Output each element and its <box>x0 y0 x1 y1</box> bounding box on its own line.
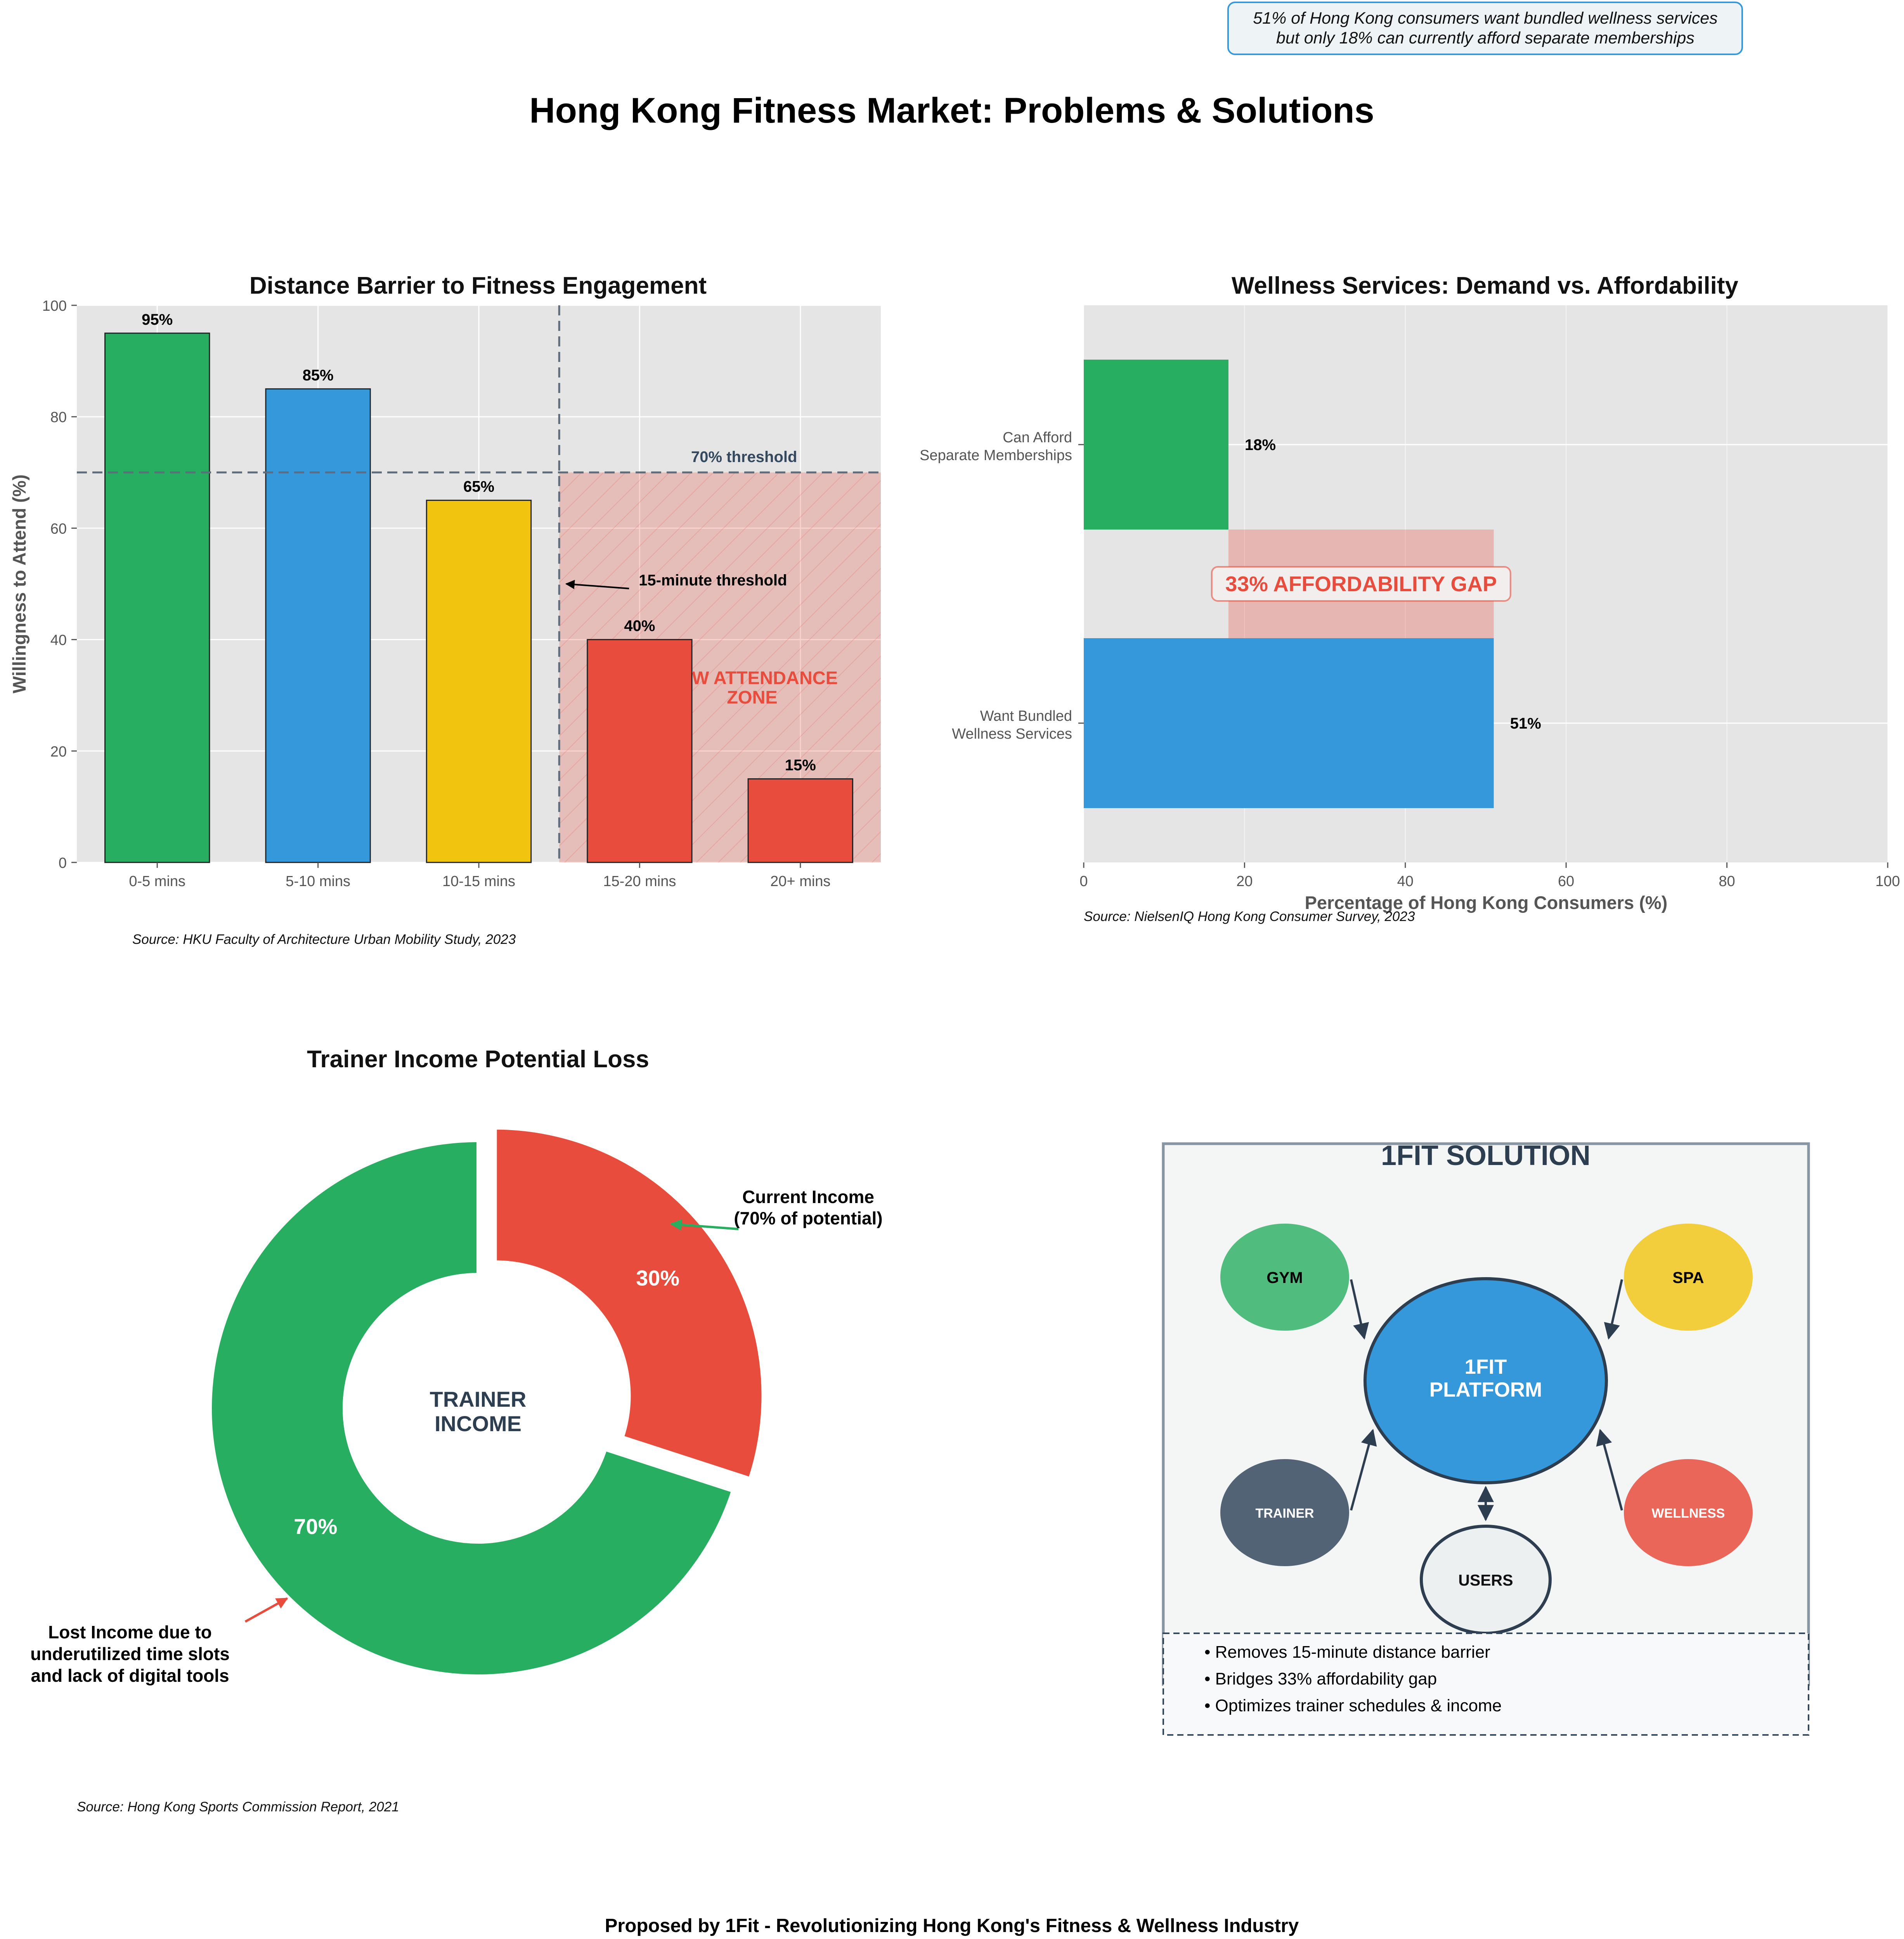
x-tick-label: 5-10 mins <box>286 873 350 890</box>
platform-label-line-1: 1FIT <box>1465 1356 1507 1378</box>
x-tick-label: 0-5 mins <box>129 873 185 890</box>
y-tick-label: 80 <box>50 409 67 426</box>
bar-value-label: 85% <box>303 367 334 384</box>
top-callout-line-2: but only 18% can currently afford separa… <box>1276 29 1694 47</box>
bar <box>1084 360 1228 530</box>
y-tick-label: 40 <box>50 632 67 649</box>
bar <box>747 778 853 863</box>
distance-source: Source: HKU Faculty of Architecture Urba… <box>132 932 516 947</box>
bar-value-label: 18% <box>1245 436 1276 454</box>
donut-slice <box>494 1126 765 1480</box>
trainer-chart-title: Trainer Income Potential Loss <box>307 1046 649 1073</box>
wellness-node <box>1624 1459 1753 1566</box>
wellness-bars: 18% 51% <box>1084 360 1541 808</box>
donut-slices: 30% 70% <box>209 1126 765 1678</box>
gym-node <box>1220 1224 1349 1331</box>
donut-center-line-1: TRAINER <box>430 1387 527 1411</box>
bar-value-label: 15% <box>785 757 816 774</box>
current-income-line-1: Current Income <box>742 1187 874 1207</box>
bar-value-label: 51% <box>1510 715 1541 732</box>
distance-y-axis-label: Willingness to Attend (%) <box>9 474 29 693</box>
bar <box>587 639 693 863</box>
gap-label-box <box>1211 566 1511 602</box>
threshold-label: 70% threshold <box>691 448 797 466</box>
solution-diagram: 1FIT SOLUTION 1FIT PLATFORM GYM SPA TRAI… <box>1162 1140 1810 1736</box>
benefits-box <box>1162 1633 1809 1736</box>
zone-label-line-2: ZONE <box>727 687 778 708</box>
slice-percent-label: 70% <box>294 1514 337 1539</box>
benefit-3: • Optimizes trainer schedules & income <box>1204 1696 1502 1715</box>
distance-chart-title: Distance Barrier to Fitness Engagement <box>249 272 707 299</box>
x-tick-label: 60 <box>1558 873 1574 890</box>
page-title: Hong Kong Fitness Market: Problems & Sol… <box>529 91 1374 130</box>
fifteen-minute-label: 15-minute threshold <box>639 572 787 589</box>
wellness-label: WELLNESS <box>1652 1506 1725 1521</box>
x-tick-label: 10-15 mins <box>442 873 515 890</box>
trainer-node <box>1220 1459 1349 1566</box>
bar <box>265 388 371 863</box>
spa-node <box>1624 1224 1753 1331</box>
fifteen-minute-arrow <box>565 580 629 589</box>
arrow-wellness-to-platform <box>1596 1428 1623 1511</box>
benefit-2: • Bridges 33% affordability gap <box>1204 1669 1437 1688</box>
y-tick-label: 0 <box>59 855 67 871</box>
trainer-label: TRAINER <box>1255 1506 1314 1521</box>
x-tick-label: 15-20 mins <box>603 873 676 890</box>
x-tick-label: 20+ mins <box>770 873 830 890</box>
page-footer: Proposed by 1Fit - Revolutionizing Hong … <box>605 1915 1299 1936</box>
y-tick-label: Want Bundled <box>980 708 1072 724</box>
y-tick-label: Can Afford <box>1003 429 1072 446</box>
zone-label-line-1: LOW ATTENDANCE <box>667 667 838 688</box>
current-income-line-2: (70% of potential) <box>734 1208 882 1228</box>
bar <box>1084 638 1494 808</box>
distance-axis-ticks: 0 20 40 60 80 100 0-5 mins 5-10 mins 10-15 mins 1… <box>42 298 831 890</box>
distance-chart: Distance Barrier to Fitness Engagement 9… <box>9 272 881 947</box>
x-tick-label: 0 <box>1079 873 1088 890</box>
users-label: USERS <box>1458 1571 1513 1589</box>
solution-title: 1FIT SOLUTION <box>1381 1140 1590 1171</box>
current-income-arrow <box>670 1219 739 1231</box>
x-tick-label: 80 <box>1719 873 1735 890</box>
bar-value-label: 65% <box>463 478 494 495</box>
x-tick-label: 40 <box>1397 873 1414 890</box>
top-callout-line-1: 51% of Hong Kong consumers want bundled … <box>1253 9 1718 28</box>
top-callout: 51% of Hong Kong consumers want bundled … <box>1227 2 1743 55</box>
donut-slice <box>209 1139 735 1678</box>
platform-node <box>1363 1277 1608 1484</box>
distance-bars: 95% 85% 65% 40% 15% <box>104 311 853 863</box>
lost-income-line-1: Lost Income due to <box>48 1622 212 1642</box>
y-tick-label: 100 <box>42 298 67 314</box>
arrow-spa-to-platform <box>1604 1279 1623 1340</box>
x-tick-label: 100 <box>1875 873 1900 890</box>
wellness-chart-title: Wellness Services: Demand vs. Affordabil… <box>1232 272 1738 299</box>
platform-label-line-2: PLATFORM <box>1429 1378 1542 1401</box>
lost-income-arrow <box>244 1597 288 1623</box>
wellness-source: Source: NielsenIQ Hong Kong Consumer Sur… <box>1084 909 1415 924</box>
spa-label: SPA <box>1672 1269 1704 1286</box>
trainer-chart: Trainer Income Potential Loss 30% 70% TRA… <box>30 1046 883 1814</box>
bar-value-label: 95% <box>142 311 173 328</box>
slice-percent-label: 30% <box>636 1266 679 1290</box>
y-tick-label: 60 <box>50 521 67 537</box>
gym-label: GYM <box>1266 1269 1303 1286</box>
donut-center-line-2: INCOME <box>435 1411 521 1436</box>
y-tick-label: Separate Memberships <box>920 447 1072 464</box>
wellness-x-axis-label: Percentage of Hong Kong Consumers (%) <box>1305 892 1668 913</box>
bar <box>426 500 532 863</box>
benefit-1: • Removes 15-minute distance barrier <box>1204 1643 1490 1662</box>
wellness-chart: Wellness Services: Demand vs. Affordabil… <box>920 272 1900 924</box>
arrow-gym-to-platform <box>1350 1279 1369 1340</box>
bar <box>104 332 210 863</box>
arrow-trainer-to-platform <box>1350 1428 1377 1511</box>
bar-value-label: 40% <box>624 618 655 635</box>
gap-label: 33% AFFORDABILITY GAP <box>1225 572 1497 596</box>
y-tick-label: 20 <box>50 744 67 760</box>
lost-income-line-3: and lack of digital tools <box>31 1665 229 1686</box>
lost-income-line-2: underutilized time slots <box>30 1644 230 1664</box>
y-tick-label: Wellness Services <box>952 726 1072 742</box>
x-tick-label: 20 <box>1236 873 1253 890</box>
trainer-source: Source: Hong Kong Sports Commission Repo… <box>77 1799 399 1814</box>
